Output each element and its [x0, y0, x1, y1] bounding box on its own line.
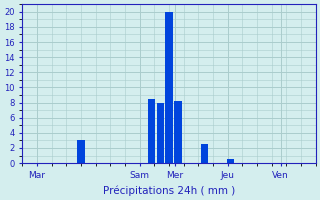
Bar — [157, 103, 164, 163]
Bar — [148, 99, 155, 163]
Bar — [174, 101, 182, 163]
Bar — [77, 140, 85, 163]
Bar — [165, 12, 173, 163]
Bar — [227, 159, 235, 163]
X-axis label: Précipitations 24h ( mm ): Précipitations 24h ( mm ) — [103, 185, 235, 196]
Bar — [201, 144, 208, 163]
